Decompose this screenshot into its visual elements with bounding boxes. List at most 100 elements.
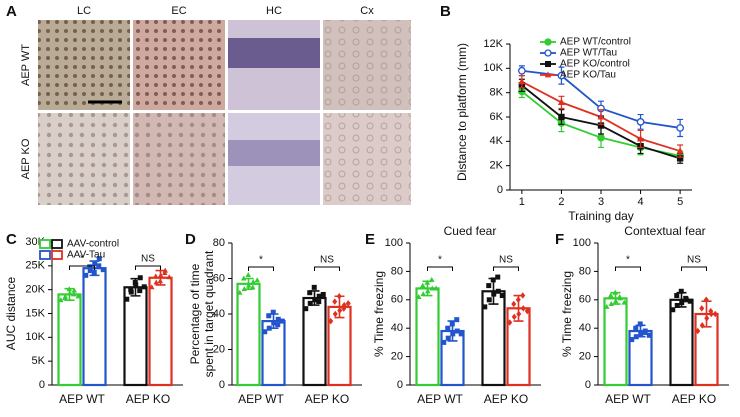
x-tick-label: 3 bbox=[598, 196, 604, 208]
image-texture bbox=[133, 113, 225, 205]
marker bbox=[62, 295, 68, 301]
marker bbox=[629, 337, 635, 343]
marker bbox=[676, 155, 684, 162]
y-tick-label: 0 bbox=[585, 379, 591, 391]
marker bbox=[153, 273, 159, 279]
significance-bracket bbox=[135, 265, 161, 270]
marker bbox=[320, 291, 326, 297]
marker bbox=[499, 293, 505, 299]
error-bar bbox=[243, 277, 254, 290]
marker bbox=[316, 299, 322, 305]
x-tick-label: AEP KO bbox=[126, 392, 170, 406]
bar bbox=[415, 287, 440, 387]
marker bbox=[695, 327, 701, 335]
marker bbox=[250, 279, 256, 285]
column-label: Cx bbox=[360, 5, 374, 17]
error-bar bbox=[488, 277, 499, 305]
image-texture bbox=[133, 20, 225, 110]
error-bar bbox=[155, 269, 166, 286]
panel-label: D bbox=[185, 231, 196, 248]
y-axis-label: Percentage of time bbox=[188, 263, 202, 364]
y-axis-label: % Time freezing bbox=[560, 271, 574, 357]
marker bbox=[270, 309, 276, 315]
marker bbox=[708, 307, 714, 315]
marker bbox=[454, 328, 460, 334]
marker bbox=[250, 284, 256, 290]
y-tick-label: 100 bbox=[385, 237, 403, 249]
legend-swatch bbox=[51, 239, 63, 249]
marker bbox=[636, 118, 645, 126]
image-texture bbox=[38, 113, 130, 205]
x-axis-label: Training day bbox=[568, 209, 634, 223]
marker bbox=[124, 296, 130, 302]
image-band bbox=[228, 38, 320, 68]
x-tick-label: 4 bbox=[638, 196, 644, 208]
marker bbox=[87, 264, 93, 270]
y-tick-label: 10K bbox=[483, 62, 503, 74]
legend-swatch bbox=[39, 250, 51, 260]
marker bbox=[458, 331, 464, 337]
marker bbox=[545, 61, 551, 67]
y-tick-label: 4K bbox=[490, 135, 504, 147]
marker bbox=[712, 310, 718, 318]
marker bbox=[141, 284, 147, 290]
y-axis-label: Distance to platform (mm) bbox=[455, 43, 469, 181]
y-tick-label: 60 bbox=[579, 294, 591, 306]
marker bbox=[633, 325, 639, 331]
panel-label: A bbox=[6, 3, 17, 20]
marker bbox=[520, 305, 526, 312]
significance-label: * bbox=[259, 255, 263, 266]
marker bbox=[642, 329, 648, 335]
marker bbox=[328, 317, 334, 325]
marker bbox=[262, 329, 268, 335]
image-texture bbox=[323, 20, 411, 110]
significance-bracket bbox=[248, 266, 274, 271]
y-tick-label: 100 bbox=[573, 237, 591, 249]
legend-label: AEP KO/control bbox=[560, 59, 630, 70]
bar bbox=[148, 276, 173, 387]
legend-label: AEP WT/Tau bbox=[560, 48, 617, 59]
marker bbox=[83, 272, 89, 278]
legend-label: AEP KO/Tau bbox=[560, 70, 616, 81]
bar bbox=[669, 298, 694, 387]
marker bbox=[544, 71, 552, 78]
marker bbox=[495, 288, 501, 294]
image-texture bbox=[323, 113, 411, 205]
marker bbox=[71, 291, 77, 297]
y-tick-label: 40 bbox=[579, 322, 591, 334]
marker bbox=[676, 147, 684, 154]
x-tick-label: AEP KO bbox=[672, 392, 716, 406]
error-bar bbox=[309, 290, 320, 306]
panel-label: F bbox=[555, 231, 564, 248]
y-tick-label: 0 bbox=[497, 184, 503, 196]
significance-label: * bbox=[438, 255, 442, 266]
marker bbox=[518, 77, 526, 85]
marker bbox=[345, 300, 351, 307]
panel-label: C bbox=[6, 231, 17, 248]
marker bbox=[678, 288, 684, 294]
marker bbox=[149, 284, 155, 290]
y-axis-label: AUC distance bbox=[4, 276, 18, 350]
x-tick-label: AEP WT bbox=[417, 392, 463, 406]
x-tick-label: AEP WT bbox=[238, 392, 284, 406]
significance-bracket bbox=[427, 266, 453, 271]
column-label: EC bbox=[171, 5, 186, 17]
y-tick-label: 5K bbox=[32, 355, 46, 367]
marker bbox=[670, 307, 676, 313]
error-bar bbox=[130, 277, 141, 297]
marker bbox=[608, 292, 614, 298]
marker bbox=[597, 113, 605, 120]
bar bbox=[236, 282, 261, 387]
row-label: AEP WT bbox=[20, 44, 32, 86]
marker bbox=[445, 325, 451, 331]
marker bbox=[416, 293, 422, 299]
marker bbox=[557, 71, 566, 80]
marker bbox=[699, 305, 705, 312]
x-tick-label: AEP WT bbox=[59, 392, 105, 406]
marker bbox=[597, 122, 605, 129]
marker bbox=[511, 300, 517, 308]
marker bbox=[162, 269, 168, 275]
significance-label: NS bbox=[320, 255, 334, 266]
marker bbox=[137, 288, 143, 294]
marker bbox=[341, 305, 347, 312]
